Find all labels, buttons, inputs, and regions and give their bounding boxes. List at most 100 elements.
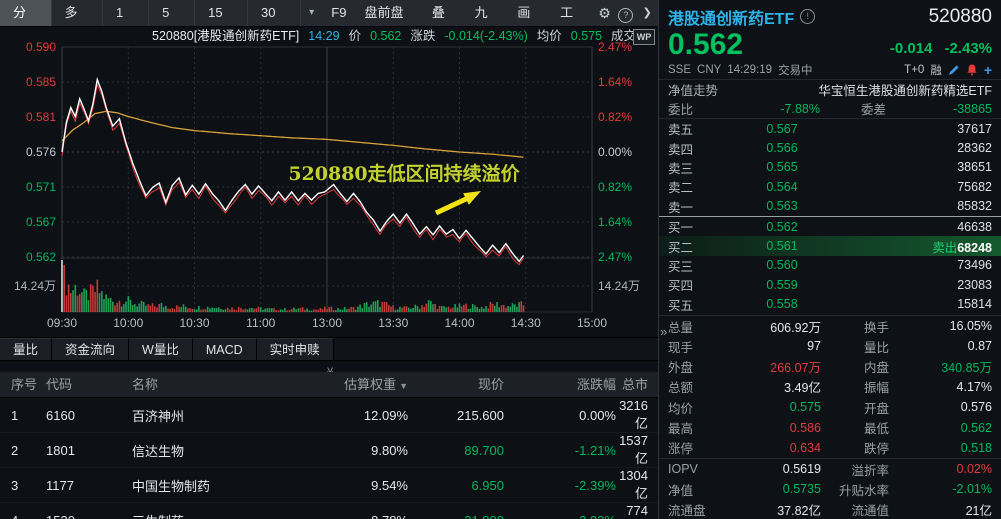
svg-text:0.82%: 0.82% [598,180,632,194]
toolbar-item-叠加[interactable]: 叠加 [431,5,445,46]
chart-annotation-text: 520880走低区间持续溢价 [288,162,520,185]
last-price: 0.562 [668,28,744,61]
level-row-买一[interactable]: 买一 0.562 46638 [659,215,1001,236]
collapse-strip[interactable]: ≫ [0,361,658,377]
level-row-卖四[interactable]: 卖四 0.566 28362 [659,138,1001,157]
weibi-row: 委比 -7.88% 委差 -38865 [659,99,1001,118]
stat-label-流通值: 流通值 [851,504,889,519]
add-plus-icon[interactable]: + [983,62,992,78]
level-row-买二[interactable]: 买二 0.561 卖出68248 [659,236,1001,256]
indicator-tab-MACD[interactable]: MACD [192,338,257,360]
indicator-tab-资金流向[interactable]: 资金流向 [52,338,130,360]
wp-widget-badge[interactable]: WP [633,29,655,45]
svg-text:2.47%: 2.47% [598,40,632,54]
level-row-卖二[interactable]: 卖二 0.564 75682 [659,177,1001,196]
toolbar-item-九转[interactable]: 九转 [474,5,488,46]
svg-text:0.562: 0.562 [26,250,56,264]
svg-text:11:00: 11:00 [246,316,275,330]
level-volume: 46638 [957,219,992,234]
level-row-买四[interactable]: 买四 0.559 23083 [659,275,1001,294]
edit-pencil-icon[interactable] [948,64,960,76]
quote-meta-row: SSE CNY 14:29:19 交易中 T+0 融 + [659,61,1001,79]
table-row[interactable]: 2 1801 信达生物 9.80% 89.700 -1.21% 1537亿 [0,433,658,468]
stat-label-外盘: 外盘 [668,361,694,376]
level-volume: 23083 [957,277,992,292]
toolbar-tab-多日[interactable]: 多日 [52,0,103,46]
col-header-涨跌幅[interactable]: 涨跌幅 [576,377,616,392]
intraday-chart[interactable]: 0.590 2.47% 0.585 1.64% 0.581 0.82% 0.576 0.00%… [0,27,658,334]
level-label: 买五 [668,298,694,313]
cell-price: 31.800 [408,513,504,519]
toolbar-tab-5分[interactable]: 5分 [149,0,196,46]
stat-value-现手: 97 [807,339,821,354]
toolbar-tab-1分[interactable]: 1分 [103,0,150,46]
weicha-label: 委差 [860,103,886,117]
settings-gear-icon[interactable]: ⚙ [598,5,611,21]
level-row-卖五[interactable]: 卖五 0.567 37617 [659,118,1001,138]
stat-row: 总额 3.49亿 振幅 4.17% [659,377,1001,397]
indicator-tab-bar: 量比 资金流向 W量比 MACD 实时申赎 [0,337,658,361]
level-row-买三[interactable]: 买三 0.560 73496 [659,256,1001,275]
period-dropdown-icon[interactable]: ▾ [309,7,315,18]
top-toolbar: 分时多日1分5分15分30分 ▾ F9 盘前盘后叠加九转画线工具 ⚙ ? ❯ [0,0,658,46]
stat-value-内盘: 340.85万 [941,361,992,376]
stat-value-溢折率: 0.02% [956,462,992,477]
indicator-tab-W量比[interactable]: W量比 [129,338,193,360]
col-header-序号[interactable]: 序号 [11,377,38,392]
col-header-名称[interactable]: 名称 [132,377,159,392]
quote-time: 14:29:19 [727,64,773,76]
level-row-买五[interactable]: 买五 0.558 15814 [659,295,1001,314]
stat-value-涨停: 0.634 [789,440,821,455]
level-label: 卖四 [668,142,694,157]
order-book: 卖五 0.567 37617 卖四 0.566 28362 卖三 0.565 38651 卖二 0.… [659,118,1001,314]
cell-name: 中国生物制药 [132,478,211,494]
stat-value-总量: 606.92万 [770,320,821,335]
toolbar-item-盘前盘后[interactable]: 盘前盘后 [364,5,404,46]
toolbar-item-F9[interactable]: F9 [331,5,347,20]
stat-value-均价: 0.575 [789,400,821,415]
toolbar-tab-30分[interactable]: 30分 [248,0,301,46]
help-icon[interactable]: ? [615,0,636,26]
stat-label-最高: 最高 [668,422,694,437]
sort-desc-icon: ▼ [399,381,408,391]
toolbar-item-工具[interactable]: 工具 [560,5,574,46]
toolbar-tab-15分[interactable]: 15分 [195,0,248,46]
table-row[interactable]: 1 6160 百济神州 12.09% 215.600 0.00% 3216亿 [0,398,658,433]
stat-label-均价: 均价 [668,401,694,416]
stat-value-最高: 0.586 [789,420,821,435]
stat-label-内盘: 内盘 [863,361,889,376]
level-row-卖一[interactable]: 卖一 0.563 85832 [659,197,1001,216]
stat-row: IOPV 0.5619 溢折率 0.02% [659,457,1001,479]
table-row[interactable]: 3 1177 中国生物制药 9.54% 6.950 -2.39% 1304亿 [0,468,658,503]
col-header-总市值[interactable]: 总市值 [621,377,648,417]
indicator-tab-量比[interactable]: 量比 [0,338,53,360]
chevron-right-icon[interactable]: ❯ [642,7,652,19]
nav-trend-row[interactable]: 净值走势 华宝恒生港股通创新药精选ETF [659,79,1001,99]
info-icon[interactable]: ! [800,9,816,24]
toolbar-item-画线[interactable]: 画线 [517,5,531,46]
quote-panel: 港股通创新药ETF ! 520880 0.562 -0.014 -2.43% SS… [658,0,1001,519]
cell-no: 3 [11,477,19,493]
svg-text:0.82%: 0.82% [598,110,632,124]
cell-weight: 9.54% [371,477,408,493]
indicator-tab-实时申赎[interactable]: 实时申赎 [256,338,334,360]
level-label: 卖五 [668,123,694,138]
change-amount: -0.014 [889,40,933,57]
quote-title-row: 港股通创新药ETF ! 520880 [659,0,1001,28]
level-row-卖三[interactable]: 卖三 0.565 38651 [659,158,1001,177]
stat-label-溢折率: 溢折率 [851,463,889,478]
level-price: 0.559 [766,277,798,292]
table-row[interactable]: 41530三生制药8.78%31.800-3.93% 774亿 [0,503,658,519]
panel-collapse-handle[interactable]: » [660,324,668,339]
col-header-代码[interactable]: 代码 [46,377,73,392]
annotation-arrow-icon [434,191,481,216]
change-label: 涨跌 [410,29,436,43]
avg-label: 均价 [536,29,562,43]
trade-direction-tag: 卖出 [932,240,958,255]
col-header-估算权重[interactable]: 估算权重 ▼ [344,377,408,392]
col-header-现价[interactable]: 现价 [477,377,504,392]
toolbar-tab-分时[interactable]: 分时 [0,0,52,46]
alert-bell-icon[interactable] [966,64,978,76]
